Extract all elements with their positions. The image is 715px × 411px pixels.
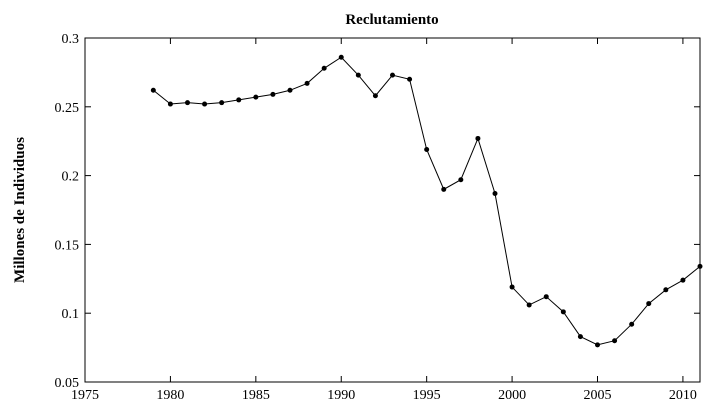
data-point	[680, 277, 686, 283]
data-point	[304, 80, 310, 86]
data-point	[424, 146, 430, 152]
data-point	[697, 263, 703, 269]
data-point	[236, 97, 242, 103]
data-point	[492, 190, 498, 196]
data-point	[663, 287, 669, 293]
plot-frame	[84, 37, 701, 383]
data-point	[595, 342, 600, 348]
data-point	[150, 87, 156, 93]
x-tick-label: 2000	[498, 388, 526, 403]
data-point	[543, 294, 549, 300]
data-point	[646, 301, 652, 307]
data-point	[390, 72, 395, 78]
x-tick-label: 1975	[71, 388, 99, 403]
data-point	[167, 101, 173, 107]
data-point	[629, 321, 635, 327]
x-tick-label: 1980	[156, 388, 184, 403]
y-tick-label: 0.1	[62, 307, 80, 322]
y-axis-label: Millones de Individuos	[12, 137, 28, 283]
x-tick-label: 1990	[327, 388, 355, 403]
data-point	[560, 309, 566, 315]
data-point	[407, 76, 413, 82]
data-point	[577, 334, 583, 340]
y-tick-label: 0.2	[62, 170, 80, 185]
chart-title: Reclutamiento	[345, 12, 438, 28]
data-point	[372, 93, 378, 99]
y-tick-label: 0.05	[55, 376, 80, 391]
data-point	[526, 302, 532, 308]
data-point	[355, 72, 361, 78]
data-point	[321, 65, 327, 71]
data-point	[202, 101, 208, 107]
data-point	[612, 338, 618, 344]
data-line	[153, 56, 701, 346]
x-tick-label: 1985	[242, 388, 270, 403]
data-point	[475, 135, 481, 141]
data-point	[441, 186, 447, 192]
data-point	[253, 94, 259, 100]
x-tick-label: 1995	[413, 388, 441, 403]
data-point	[270, 91, 276, 97]
y-tick-label: 0.25	[55, 101, 80, 116]
data-point	[287, 87, 293, 93]
data-point	[458, 177, 464, 183]
data-point	[338, 54, 344, 60]
x-tick-label: 2005	[584, 388, 612, 403]
data-point	[509, 284, 515, 290]
y-tick-label: 0.15	[55, 238, 80, 253]
data-point	[219, 100, 225, 106]
data-point	[185, 100, 190, 106]
x-tick-label: 2010	[669, 388, 697, 403]
y-tick-label: 0.3	[62, 32, 80, 47]
